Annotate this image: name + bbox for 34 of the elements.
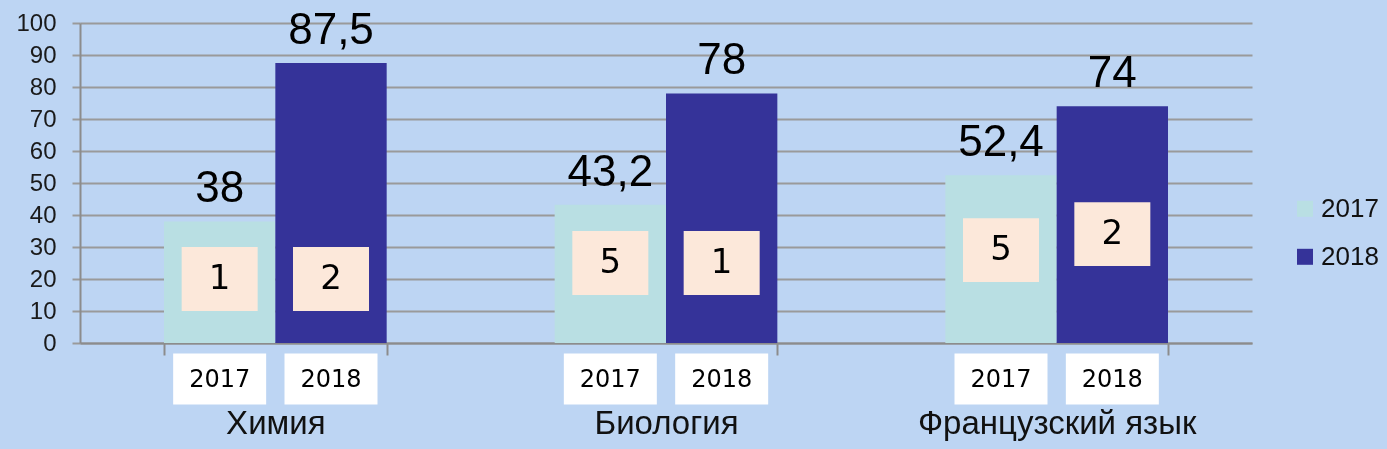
text: 2018 <box>300 365 362 393</box>
y-tick-label: 50 <box>29 168 57 196</box>
annotation: 1 <box>710 241 733 281</box>
legend-label: 2018 <box>1321 240 1379 271</box>
text: 2017 <box>970 365 1032 393</box>
data-label: 38 <box>195 162 245 212</box>
text: 2018 <box>691 365 753 393</box>
x-tick-label: Французский язык <box>918 403 1197 441</box>
data-label: 87,5 <box>288 4 374 53</box>
text: 2017 <box>189 365 251 393</box>
y-tick-label: 30 <box>29 232 57 260</box>
y-tick-label: 100 <box>16 8 57 36</box>
y-tick-label: 40 <box>29 200 57 228</box>
y-tick-label: 60 <box>29 136 57 164</box>
y-tick-label: 90 <box>29 40 57 68</box>
y-tick-label: 80 <box>29 72 57 100</box>
data-label: 78 <box>697 34 747 84</box>
annotation: 5 <box>599 241 622 281</box>
y-tick-label: 20 <box>29 264 57 292</box>
legend-label: 2017 <box>1321 192 1379 223</box>
text: 2018 <box>1081 365 1143 393</box>
y-tick-label: 10 <box>29 296 57 324</box>
annotation: 2 <box>320 257 342 297</box>
x-tick-label: Биология <box>594 403 739 441</box>
y-tick-label: 70 <box>29 104 57 132</box>
annotation: 2 <box>1101 212 1124 253</box>
x-tick-label: Химия <box>226 403 326 441</box>
annotation: 1 <box>208 257 231 297</box>
data-label: 43,2 <box>567 145 654 195</box>
annotation: 5 <box>990 228 1012 269</box>
data-label: 74 <box>1087 47 1137 97</box>
text: 2017 <box>579 365 641 393</box>
y-tick-label: 0 <box>43 328 57 356</box>
data-label: 52,4 <box>958 116 1044 166</box>
